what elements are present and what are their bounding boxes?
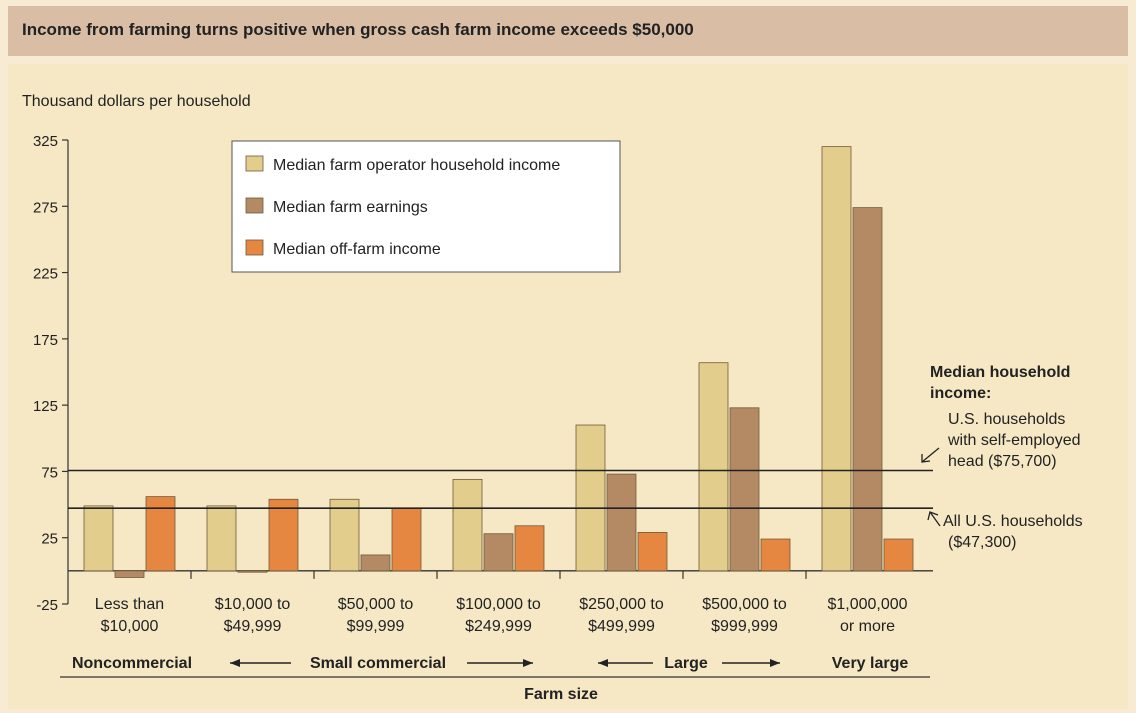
reference-label: with self-employed xyxy=(947,432,1081,449)
bar xyxy=(575,424,606,572)
bar xyxy=(821,146,852,572)
farm-size-groups: Noncommercial Small commercial Large Very l… xyxy=(60,655,930,703)
bar xyxy=(637,532,668,572)
legend-label: Median farm earnings xyxy=(273,199,428,216)
x-tick-label: $49,999 xyxy=(224,618,282,635)
x-tick-label: $250,000 to xyxy=(579,596,664,613)
x-tick-label: $499,999 xyxy=(588,618,655,635)
group-label: Noncommercial xyxy=(72,655,192,672)
group-arrowhead xyxy=(598,659,608,667)
legend-label: Median farm operator household income xyxy=(273,157,560,174)
x-tick-label: $50,000 to xyxy=(338,596,414,613)
reference-arrowhead xyxy=(927,511,939,521)
bar xyxy=(698,362,729,572)
legend-label: Median off-farm income xyxy=(273,241,441,258)
y-tick-label: 175 xyxy=(33,332,58,349)
reference-arrow xyxy=(921,447,940,463)
x-tick-labels: Less than $10,000 $10,000 to $49,999 $50,000… xyxy=(95,596,908,635)
group-label: Small commercial xyxy=(310,655,446,672)
group-label: Very large xyxy=(832,655,909,672)
group-arrowhead xyxy=(770,659,780,667)
x-tick-label: $99,999 xyxy=(347,618,405,635)
bar xyxy=(360,554,391,572)
y-tick-label: 275 xyxy=(33,199,58,216)
group-arrowhead xyxy=(230,659,240,667)
group-arrowhead xyxy=(523,659,533,667)
y-tick-label: 75 xyxy=(41,464,58,481)
bar xyxy=(606,473,637,572)
y-tick-label: 225 xyxy=(33,266,58,283)
bar xyxy=(883,538,914,572)
x-tick-label: $10,000 to xyxy=(215,596,291,613)
reference-label: head ($75,700) xyxy=(948,453,1057,470)
bar xyxy=(206,505,237,572)
legend-swatch xyxy=(245,155,264,172)
reference-lines: Median household income: U.S. households wi… xyxy=(68,364,1083,551)
x-tick-label: $1,000,000 xyxy=(827,596,907,613)
bar xyxy=(391,508,422,572)
legend-swatch xyxy=(245,197,264,214)
bar xyxy=(760,538,791,572)
y-tick-label: 125 xyxy=(33,398,58,415)
x-tick-label: $10,000 xyxy=(101,618,159,635)
x-tick-label: or more xyxy=(840,618,895,635)
legend-swatch xyxy=(245,239,264,256)
bar xyxy=(83,505,114,572)
y-tick-label: 25 xyxy=(41,531,58,548)
x-axis-label: Farm size xyxy=(524,686,598,703)
reference-arrow xyxy=(929,511,941,527)
y-axis-label: Thousand dollars per household xyxy=(22,93,251,110)
bar xyxy=(268,498,299,572)
reference-heading: Median household xyxy=(930,364,1070,381)
reference-label: All U.S. households xyxy=(943,513,1083,530)
chart-title: Income from farming turns positive when … xyxy=(8,6,1128,56)
bars xyxy=(83,146,914,578)
x-tick-label: $249,999 xyxy=(465,618,532,635)
bar xyxy=(729,407,760,572)
bar xyxy=(452,478,483,572)
bar xyxy=(483,533,514,572)
legend: Median farm operator household income Med… xyxy=(231,140,621,273)
y-tick-label: -25 xyxy=(36,597,58,614)
x-tick-label: $500,000 to xyxy=(702,596,787,613)
group-label: Large xyxy=(664,655,708,672)
reference-label: U.S. households xyxy=(948,411,1065,428)
bar xyxy=(114,570,145,578)
bar-chart: Thousand dollars per household -25 25 75 125… xyxy=(22,93,1083,703)
x-tick-label: $999,999 xyxy=(711,618,778,635)
bar xyxy=(145,496,176,572)
reference-arrowhead xyxy=(921,454,931,463)
legend-box xyxy=(231,140,621,273)
y-tick-label: 325 xyxy=(33,133,58,150)
x-tick-label: Less than xyxy=(95,596,164,613)
bar xyxy=(237,570,268,573)
reference-heading: income: xyxy=(930,385,991,402)
reference-label: ($47,300) xyxy=(948,534,1017,551)
bar xyxy=(852,207,883,572)
chart-area: Thousand dollars per household -25 25 75 125… xyxy=(8,64,1128,709)
bar xyxy=(514,525,545,572)
bar xyxy=(329,498,360,572)
x-tick-label: $100,000 to xyxy=(456,596,541,613)
